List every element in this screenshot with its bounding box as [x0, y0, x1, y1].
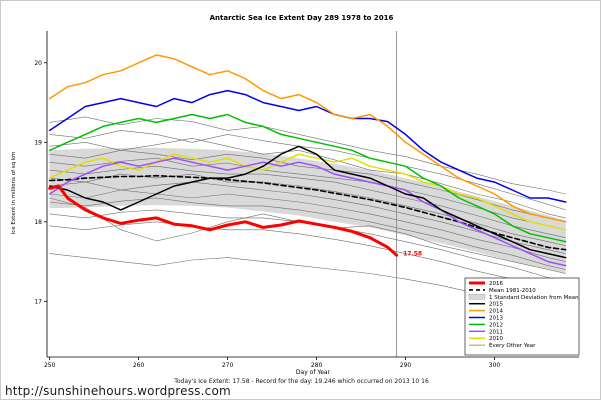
other-year-line [49, 150, 567, 223]
y-tick-label: 17 [34, 298, 42, 305]
series-2012 [48, 113, 567, 243]
legend-label: Mean 1981-2010 [489, 288, 536, 294]
legend-label: 2014 [489, 309, 503, 315]
other-year-line [49, 221, 567, 294]
x-tick-label: 270 [222, 362, 234, 369]
legend-label: 2012 [489, 322, 503, 328]
chart-title: Antarctic Sea Ice Extent Day 289 1978 to… [209, 14, 394, 22]
legend-label: 2011 [489, 329, 503, 335]
series-mean-1981-2010 [48, 174, 567, 251]
other-year-line [49, 116, 567, 195]
other-year-line [49, 130, 567, 211]
x-axis-label: Day of Year [295, 369, 331, 376]
legend-label: 2010 [489, 336, 503, 342]
current-extent-annotation: 17.58 [403, 251, 422, 258]
other-year-line [49, 157, 567, 231]
y-tick-label: 19 [34, 139, 42, 146]
legend-band-swatch [468, 294, 486, 300]
footer-note: Today's Ice Extent: 17.58 - Record for t… [174, 378, 429, 385]
other-year-line [49, 189, 567, 262]
other-year-line [49, 181, 567, 254]
series-2011 [48, 157, 567, 267]
legend-label: 2013 [489, 316, 503, 322]
other-year-line [49, 165, 567, 238]
x-tick-label: 300 [489, 362, 501, 369]
legend-box [464, 277, 580, 356]
legend-label: Every Other Year [489, 343, 536, 349]
site-url-text: http://sunshinehours.wordpress.com [5, 384, 231, 398]
series-2014 [48, 54, 567, 223]
y-tick-label: 20 [34, 60, 42, 67]
legend-label: 2016 [489, 281, 503, 287]
legend-label: 1 Standard Deviation from Mean [489, 295, 579, 301]
x-tick-label: 250 [44, 362, 56, 369]
x-tick-label: 290 [400, 362, 412, 369]
other-year-line [49, 197, 567, 270]
legend-label: 2015 [489, 302, 503, 308]
y-tick-label: 18 [34, 219, 42, 226]
series-2015 [48, 145, 567, 259]
x-tick-label: 260 [133, 362, 145, 369]
stddev-band [49, 147, 566, 274]
series-2016 [48, 184, 399, 257]
x-tick-label: 280 [311, 362, 323, 369]
series-2013 [48, 89, 567, 203]
series-2010 [48, 153, 567, 231]
